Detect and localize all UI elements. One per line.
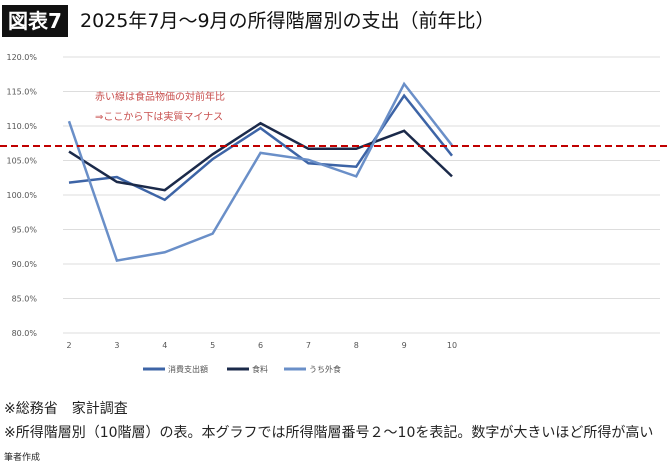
annotation: ⇒ここから下は実質マイナス	[95, 110, 223, 123]
x-tick-label: 8	[354, 341, 359, 350]
x-tick-label: 2	[66, 341, 71, 350]
line-chart: 80.0% 85.0% 90.0% 95.0% 100.0% 105.0% 110.0% 11…	[0, 53, 670, 374]
source-note: ※総務省 家計調査	[4, 401, 128, 417]
series-line	[68, 121, 453, 192]
x-tick-label: 5	[210, 341, 215, 350]
y-tick-label: 95.0%	[12, 226, 38, 235]
figure-tag: 図表7	[2, 5, 68, 37]
x-tick-label: 10	[447, 341, 457, 350]
y-tick-label: 80.0%	[12, 329, 38, 338]
y-tick-label: 110.0%	[6, 122, 37, 131]
chart-title: 2025年7月～9月の所得階層別の支出（前年比）	[80, 10, 495, 32]
x-tick-label: 3	[114, 341, 119, 350]
x-tick-label: 4	[162, 341, 167, 350]
annotation: 赤い線は食品物価の対前年比	[95, 90, 225, 103]
y-tick-label: 120.0%	[6, 53, 37, 62]
author-note: 筆者作成	[4, 453, 41, 463]
x-tick-label: 6	[258, 341, 263, 350]
y-tick-label: 115.0%	[6, 88, 37, 97]
legend-label: うち外食	[309, 364, 341, 374]
legend-label: 食料	[252, 364, 268, 374]
legend-label: 消費支出額	[168, 364, 208, 374]
x-tick-label: 7	[306, 341, 311, 350]
description-note: ※所得階層別（10階層）の表。本グラフでは所得階層番号２～10を表記。数字が大き…	[4, 425, 654, 441]
y-tick-label: 100.0%	[6, 191, 37, 200]
y-tick-label: 105.0%	[6, 157, 37, 166]
x-tick-label: 9	[402, 341, 407, 350]
y-tick-label: 85.0%	[12, 295, 38, 304]
y-tick-label: 90.0%	[12, 260, 38, 269]
